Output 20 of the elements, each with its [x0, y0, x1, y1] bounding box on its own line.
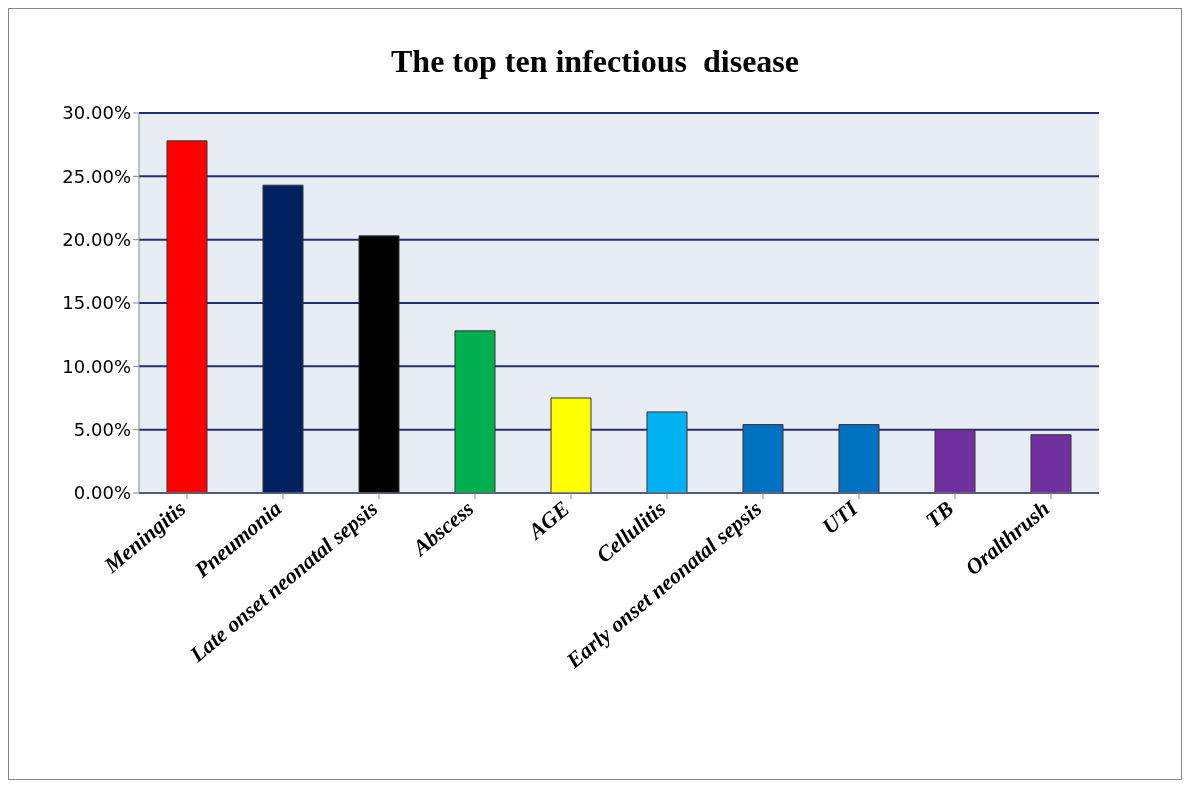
y-tick-label: 30.00%	[62, 102, 131, 124]
bar	[454, 330, 496, 493]
y-tick-label: 0.00%	[73, 482, 131, 504]
bar	[166, 140, 208, 493]
y-tick-label: 15.00%	[62, 292, 131, 314]
bar	[742, 424, 784, 493]
y-tick-label: 5.00%	[73, 419, 131, 441]
x-tick-label: UTI	[817, 494, 864, 540]
bar	[646, 411, 688, 493]
chart-title: The top ten infectious disease	[390, 43, 800, 81]
bar	[550, 397, 592, 493]
bar	[934, 429, 976, 493]
y-tick-label: 25.00%	[62, 165, 131, 187]
y-tick-label: 20.00%	[62, 229, 131, 251]
x-tick-label: TB	[920, 495, 959, 533]
bar	[838, 424, 880, 493]
y-tick-label: 10.00%	[62, 355, 131, 377]
bar	[358, 235, 400, 493]
bar	[262, 184, 304, 493]
bar	[1030, 434, 1072, 493]
